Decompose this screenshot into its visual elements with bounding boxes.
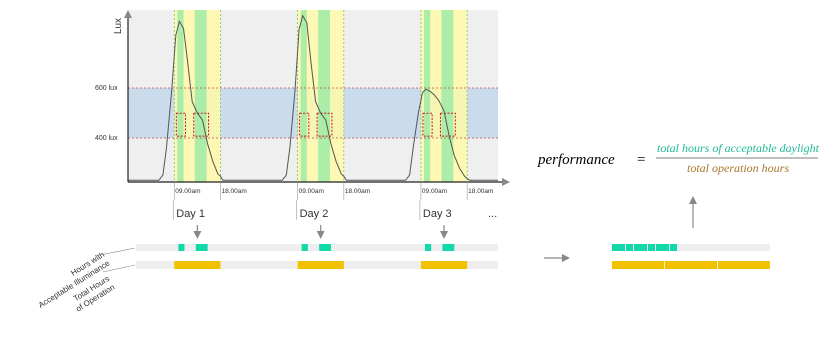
threshold-label-400: 400 lux xyxy=(95,135,118,142)
acceptable-hour-bar xyxy=(442,244,455,251)
aggregated-operation-bar xyxy=(718,261,770,269)
acceptable-hour-bar xyxy=(301,244,308,251)
formula-numerator: total hours of acceptable daylight xyxy=(657,141,820,155)
aggregated-acceptable-track xyxy=(612,244,770,251)
day-end-label: 18.00am xyxy=(468,188,493,195)
day-label: Day 3 xyxy=(423,208,452,220)
operation-hour-bar xyxy=(420,261,468,269)
day-labels: 09.00am 18.00am Day 1 09.00am 18.00am Day 2 09… xyxy=(172,182,493,239)
operation-windows xyxy=(173,10,468,182)
aggregated-acceptable-bar xyxy=(634,244,647,251)
formula-denominator: total operation hours xyxy=(687,161,789,175)
acceptable-row-leader xyxy=(94,247,136,257)
aggregated-hour-bars xyxy=(612,244,770,269)
aggregated-acceptable-bar xyxy=(626,244,633,251)
day-label: Day 2 xyxy=(300,208,329,220)
acceptable-box xyxy=(439,112,456,137)
acceptable-window xyxy=(177,10,184,182)
formula-lhs: performance xyxy=(537,152,615,168)
day-start-label: 09.00am xyxy=(175,188,200,195)
illuminance-curve xyxy=(128,14,498,181)
acceptable-box xyxy=(175,112,186,137)
acceptable-hour-bar xyxy=(195,244,208,251)
acceptable-window xyxy=(300,10,307,182)
acceptable-hour-bar xyxy=(319,244,331,251)
aggregated-operation-bar xyxy=(612,261,664,269)
acceptable-box xyxy=(422,112,433,137)
aggregated-operation-bar xyxy=(665,261,717,269)
acceptable-row-track xyxy=(136,244,498,251)
aggregated-acceptable-bar xyxy=(670,244,677,251)
more-days-label: ... xyxy=(488,208,497,220)
operation-hour-bar xyxy=(174,261,221,269)
acceptable-window xyxy=(318,10,330,182)
acceptable-box xyxy=(299,112,310,137)
acceptable-hour-bar xyxy=(178,244,185,251)
aggregated-acceptable-bar xyxy=(656,244,669,251)
formula-equals: = xyxy=(637,152,645,168)
aggregated-acceptable-bar xyxy=(648,244,655,251)
acceptable-window xyxy=(424,10,431,182)
day-end-label: 18.00am xyxy=(345,188,370,195)
aggregated-acceptable-bar xyxy=(612,244,625,251)
acceptable-box xyxy=(193,112,210,137)
day-label: Day 1 xyxy=(176,208,205,220)
threshold-label-600: 600 lux xyxy=(95,85,118,92)
day-start-label: 09.00am xyxy=(422,188,447,195)
acceptable-hour-boxes xyxy=(175,112,456,137)
hour-bars xyxy=(136,244,498,269)
day-end-label: 18.00am xyxy=(222,188,247,195)
acceptable-box xyxy=(316,112,333,137)
acceptable-window xyxy=(441,10,454,182)
acceptable-hour-bar xyxy=(425,244,432,251)
day-start-label: 09.00am xyxy=(299,188,324,195)
operation-hour-bar xyxy=(297,261,344,269)
operation-row-leader xyxy=(102,264,136,273)
y-axis-label: Lux xyxy=(113,18,124,34)
acceptable-window xyxy=(194,10,207,182)
